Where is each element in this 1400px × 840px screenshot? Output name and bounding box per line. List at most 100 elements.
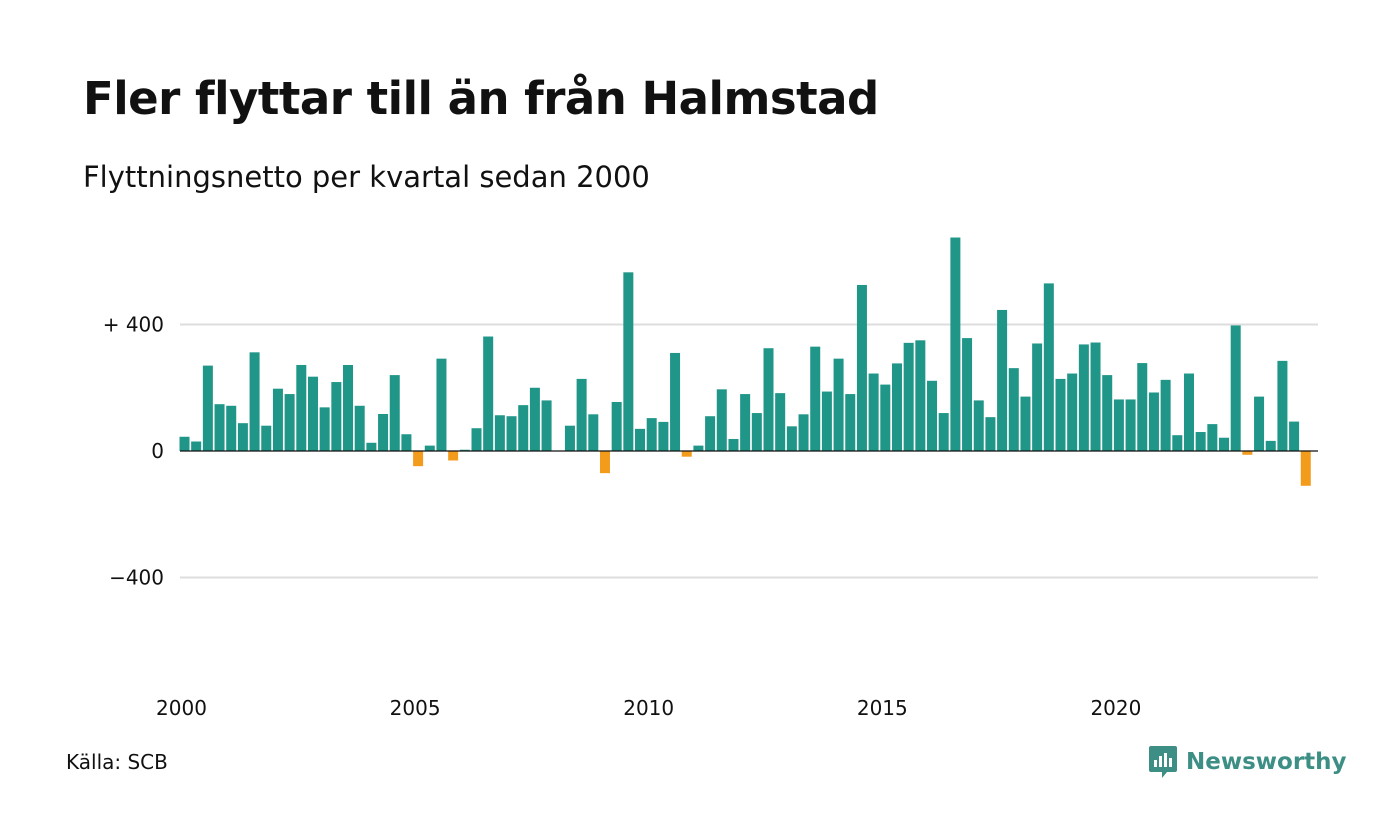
bar xyxy=(786,426,797,451)
bar xyxy=(1183,373,1194,451)
bar xyxy=(1090,342,1101,451)
bar xyxy=(424,445,435,451)
bar xyxy=(272,388,283,451)
source-note: Källa: SCB xyxy=(66,750,168,774)
bar xyxy=(331,382,342,451)
bar xyxy=(529,387,540,451)
bar xyxy=(880,384,891,451)
bar xyxy=(751,413,762,451)
brand-name: Newsworthy xyxy=(1186,749,1347,775)
bar xyxy=(214,404,225,451)
bar xyxy=(1043,283,1054,451)
bar xyxy=(541,400,552,451)
x-tick-label: 2015 xyxy=(857,696,908,720)
bar xyxy=(950,237,961,451)
bar xyxy=(1137,363,1148,451)
bar xyxy=(821,391,832,451)
bar xyxy=(1289,421,1300,451)
bar xyxy=(798,414,809,451)
bar xyxy=(483,336,494,451)
bar xyxy=(810,346,821,451)
bar xyxy=(378,414,389,451)
bar xyxy=(506,416,517,451)
bar xyxy=(1160,379,1171,451)
brand: Newsworthy xyxy=(1148,744,1347,780)
bar xyxy=(1277,360,1288,451)
bar xyxy=(1032,343,1043,451)
gridlines xyxy=(180,323,1318,579)
bar xyxy=(646,418,657,451)
y-axis-labels: + 400 0 −400 xyxy=(103,313,164,590)
y-tick-label: 0 xyxy=(151,439,164,463)
bar-chart: + 400 0 −400 2000 2005 2010 2015 2020 xyxy=(103,237,1318,720)
bar xyxy=(471,428,482,451)
bar xyxy=(413,451,424,467)
bar xyxy=(448,451,459,461)
bar xyxy=(681,451,692,457)
bar xyxy=(973,400,984,451)
bar xyxy=(1113,399,1124,451)
bar xyxy=(1265,440,1276,451)
bar xyxy=(1300,451,1311,486)
bar xyxy=(518,405,529,451)
x-tick-label: 2000 xyxy=(156,696,207,720)
bar xyxy=(938,413,949,451)
bar xyxy=(763,348,774,451)
x-tick-label: 2005 xyxy=(390,696,441,720)
bar xyxy=(1078,344,1089,451)
bar xyxy=(436,358,447,451)
bar xyxy=(226,405,237,451)
bar xyxy=(1254,396,1265,451)
bar xyxy=(1067,373,1078,451)
bar xyxy=(296,364,307,451)
bar xyxy=(903,342,914,451)
bar xyxy=(1008,368,1019,451)
bar xyxy=(611,401,622,451)
bar xyxy=(401,434,412,451)
bar xyxy=(716,389,727,451)
bar xyxy=(728,438,739,451)
bar xyxy=(705,416,716,451)
bar xyxy=(389,375,400,451)
bar xyxy=(775,393,786,451)
bar xyxy=(693,445,704,451)
bar xyxy=(202,365,213,451)
bar xyxy=(740,394,751,451)
bar xyxy=(1230,325,1241,451)
bar xyxy=(670,352,681,451)
bar xyxy=(927,380,938,451)
bar xyxy=(856,284,867,451)
bar xyxy=(1207,424,1218,451)
bar xyxy=(1148,392,1159,451)
bar xyxy=(459,449,470,451)
bar xyxy=(635,428,646,451)
chart-subtitle: Flyttningsnetto per kvartal sedan 2000 xyxy=(83,160,650,194)
bar xyxy=(868,373,879,451)
bar xyxy=(249,352,260,451)
bar xyxy=(307,376,318,451)
bar xyxy=(179,436,190,451)
x-axis-labels: 2000 2005 2010 2015 2020 xyxy=(156,696,1141,720)
bar xyxy=(354,405,365,451)
bar xyxy=(237,423,248,451)
bar xyxy=(985,417,996,451)
bar xyxy=(576,378,587,451)
bar xyxy=(623,272,634,451)
bar xyxy=(1020,396,1031,451)
bar xyxy=(1242,451,1253,455)
bar xyxy=(284,394,295,451)
bar xyxy=(599,451,610,474)
x-tick-label: 2020 xyxy=(1090,696,1141,720)
y-tick-label: −400 xyxy=(109,566,164,590)
bar xyxy=(319,407,330,451)
bar xyxy=(261,425,272,451)
bar xyxy=(1172,435,1183,451)
bar xyxy=(915,340,926,451)
bar xyxy=(891,363,902,451)
bar xyxy=(343,364,354,451)
bar xyxy=(1219,437,1230,451)
bars xyxy=(179,237,1311,486)
bar xyxy=(962,338,973,451)
bar xyxy=(1102,375,1113,451)
bar xyxy=(191,441,202,451)
